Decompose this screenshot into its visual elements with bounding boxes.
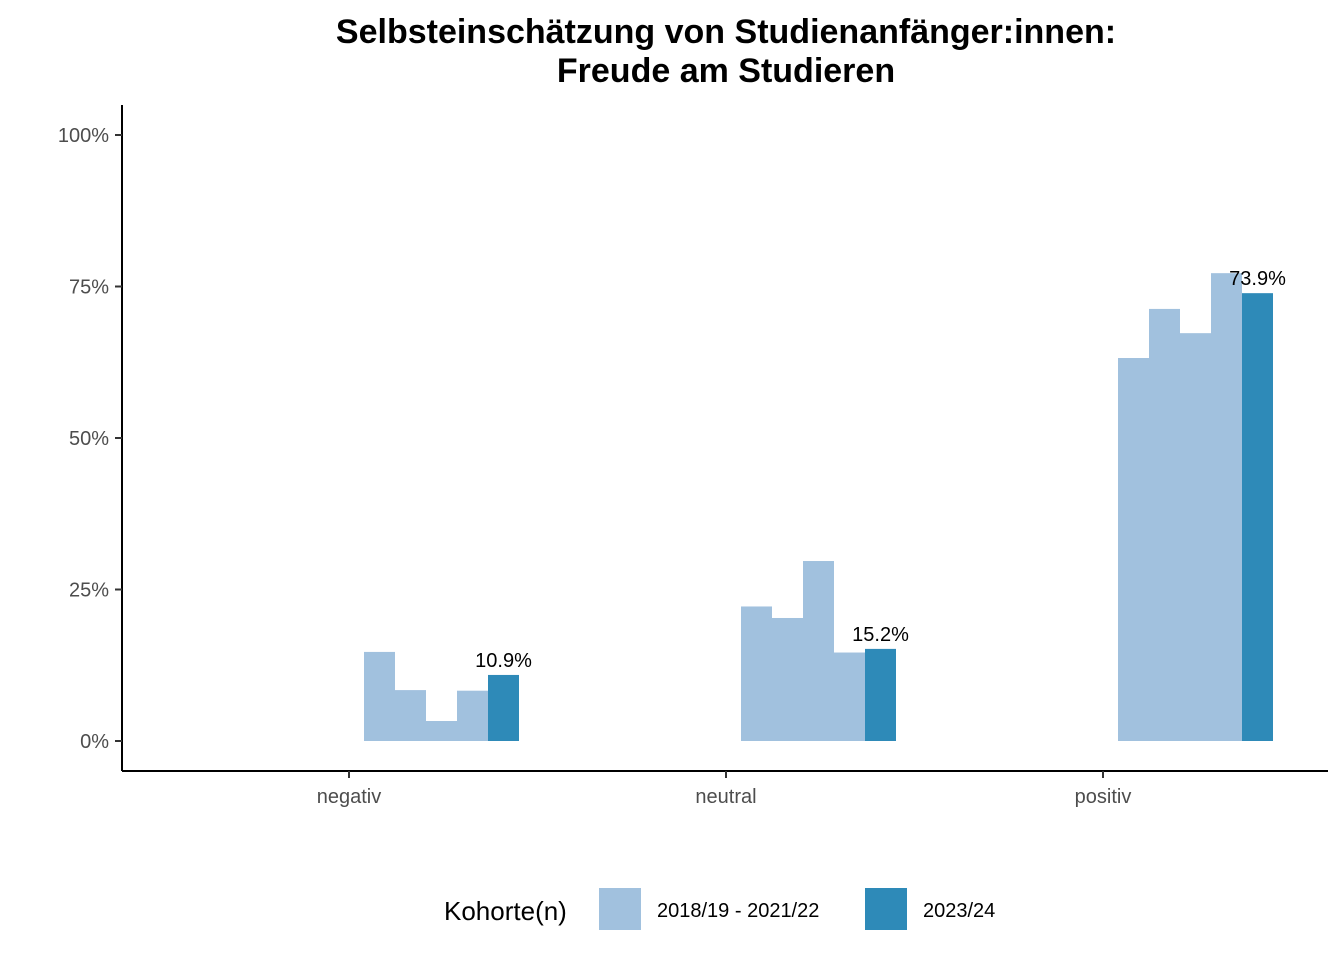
bar-historic-positiv-3 [1180, 333, 1211, 741]
bar-historic-negativ-4 [457, 690, 488, 741]
y-tick-label-0: 0% [80, 731, 109, 753]
data-labels-layer: 10.9% 15.2% 73.9% [475, 268, 1286, 672]
chart-subtitle: Freude am Studieren [557, 52, 895, 90]
bar-historic-negativ-1 [364, 651, 395, 741]
y-tick-label-1: 25% [69, 580, 109, 602]
bar-historic-negativ-2 [395, 690, 426, 741]
x-tick-label-negativ: negativ [317, 786, 382, 808]
legend-key-historic [599, 888, 641, 930]
axes-layer: 0% 25% 50% 75% 100% negativ neutral positiv [58, 105, 1328, 808]
bar-historic-positiv-2 [1149, 308, 1180, 741]
data-label-neutral: 15.2% [852, 624, 909, 646]
legend: Kohorte(n) 2018/19 - 2021/22 2023/24 [444, 888, 995, 930]
legend-key-current [865, 888, 907, 930]
bar-historic-neutral-4 [834, 652, 865, 741]
data-label-positiv: 73.9% [1229, 268, 1286, 290]
x-tick-label-positiv: positiv [1075, 786, 1132, 808]
bar-historic-positiv-4 [1211, 273, 1242, 741]
data-label-negativ: 10.9% [475, 650, 532, 672]
bar-historic-positiv-1 [1118, 358, 1149, 741]
y-tick-label-4: 100% [58, 125, 109, 147]
bars-layer [364, 273, 1273, 741]
bar-historic-neutral-3 [803, 561, 834, 741]
chart-title: Selbsteinschätzung von Studienanfänger:i… [336, 13, 1116, 51]
bar-historic-neutral-2 [772, 617, 803, 741]
x-tick-label-neutral: neutral [695, 786, 756, 808]
bar-current-positiv [1242, 293, 1273, 741]
legend-label-historic: 2018/19 - 2021/22 [657, 900, 819, 922]
bar-current-negativ [488, 674, 519, 741]
bar-historic-negativ-3 [426, 721, 457, 741]
legend-title: Kohorte(n) [444, 896, 567, 926]
bar-historic-neutral-1 [741, 606, 772, 741]
y-tick-label-2: 50% [69, 428, 109, 450]
bar-current-neutral [865, 648, 896, 741]
legend-label-current: 2023/24 [923, 900, 995, 922]
y-tick-label-3: 75% [69, 277, 109, 299]
